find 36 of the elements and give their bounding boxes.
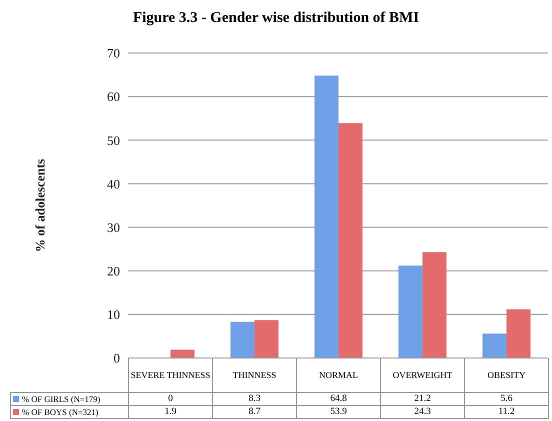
bar [338, 123, 362, 358]
x-tick-label: SEVERE THINNESS [128, 358, 212, 392]
y-tick-label: 0 [114, 350, 120, 366]
chart-title: Figure 3.3 - Gender wise distribution of BMI [132, 10, 420, 27]
data-label: 1.9 [128, 405, 212, 418]
x-tick-label: OBESITY [464, 358, 548, 392]
bar [170, 350, 194, 358]
y-axis-title: % of adolescents [32, 158, 48, 252]
x-tick-label: OVERWEIGHT [380, 358, 464, 392]
y-tick-label: 40 [107, 176, 120, 192]
bar [254, 320, 278, 358]
x-tick-label: NORMAL [296, 358, 380, 392]
data-label: 64.8 [296, 392, 380, 405]
y-tick-label: 60 [107, 89, 120, 104]
data-label: 11.2 [464, 405, 548, 418]
legend-label: % OF GIRLS (N=179) [10, 392, 128, 405]
data-label: 8.7 [212, 405, 296, 418]
bar [314, 76, 338, 358]
data-label: 0 [128, 392, 212, 405]
bar [506, 309, 530, 358]
y-tick-label: 10 [107, 307, 120, 322]
y-tick-label: 30 [107, 220, 120, 235]
legend-label: % OF BOYS (N=321) [10, 405, 128, 418]
data-label: 24.3 [380, 405, 464, 418]
y-tick-label: 20 [107, 263, 120, 278]
y-tick-label: 50 [107, 132, 120, 148]
data-label: 21.2 [380, 392, 464, 405]
y-tick-label: 70 [107, 46, 120, 61]
data-label: 5.6 [464, 392, 548, 405]
bar [422, 252, 446, 358]
bar [482, 334, 506, 358]
data-label: 53.9 [296, 405, 380, 418]
data-label: 8.3 [212, 392, 296, 405]
bar [398, 266, 422, 358]
bar [230, 322, 254, 358]
x-tick-label: THINNESS [212, 358, 296, 392]
